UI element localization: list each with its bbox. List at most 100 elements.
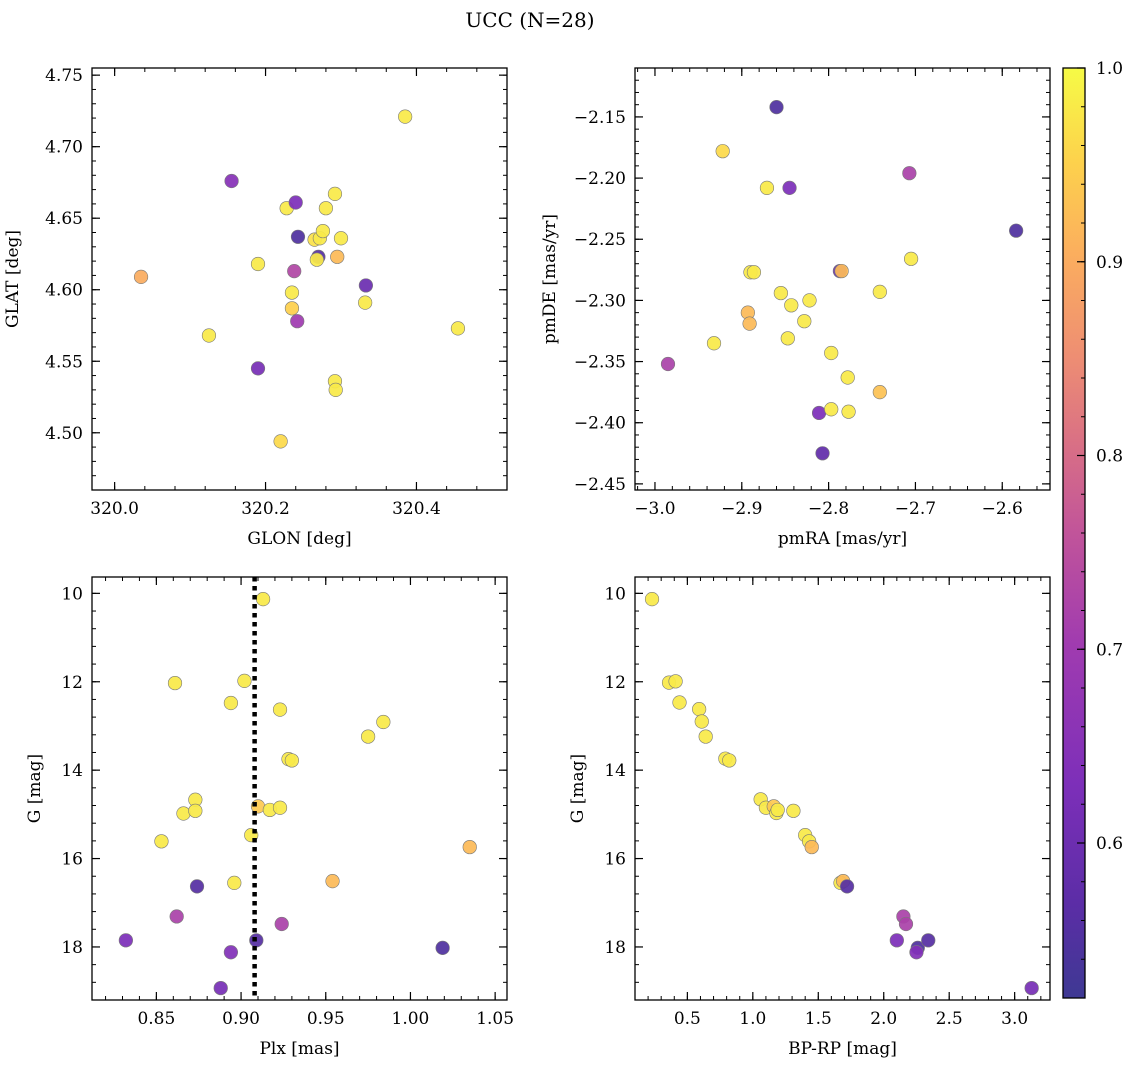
colorbar: 0.6 0.7 0.8 0.9 1.0 <box>1062 59 1123 999</box>
data-point <box>1024 980 1039 996</box>
y-tick-label: 4.60 <box>45 281 83 301</box>
colorbar-tick-label: 1.0 <box>1096 59 1123 79</box>
data-point <box>325 874 340 889</box>
data-point <box>909 945 924 960</box>
axis-ticks <box>92 577 507 1001</box>
data-point <box>189 879 205 894</box>
data-point <box>698 729 713 744</box>
data-point <box>188 803 203 818</box>
x-tick-label: 0.90 <box>222 1009 260 1029</box>
data-point <box>841 404 856 419</box>
x-tick-label: 320.2 <box>241 499 290 519</box>
y-axis-label: G [mag] <box>568 754 588 823</box>
data-point <box>284 285 300 300</box>
x-tick-label: 1.00 <box>392 1009 430 1029</box>
data-point <box>834 263 849 279</box>
data-point <box>224 173 239 189</box>
data-point <box>797 314 812 329</box>
x-tick-label: −3.0 <box>634 499 675 519</box>
x-tick-label: 1.5 <box>805 1009 832 1029</box>
axes-frame <box>91 576 508 1001</box>
y-tick-label: 12 <box>604 673 626 693</box>
data-point <box>804 839 819 855</box>
colorbar-tick-label: 0.7 <box>1096 640 1123 660</box>
data-point <box>742 316 757 331</box>
data-point <box>435 940 450 955</box>
data-point <box>784 298 799 313</box>
data-point <box>660 356 676 372</box>
x-axis-label: GLON [deg] <box>247 529 351 549</box>
data-point <box>398 109 413 124</box>
data-point <box>1009 223 1024 238</box>
y-tick-label: 4.70 <box>45 138 83 158</box>
data-point <box>272 702 288 717</box>
x-tick-label: 320.0 <box>90 499 139 519</box>
x-tick-label: 3.0 <box>1001 1009 1028 1029</box>
y-tick-label: 4.55 <box>45 352 83 372</box>
y-tick-label: 16 <box>61 850 83 870</box>
x-tick-label: 1.0 <box>739 1009 766 1029</box>
data-point <box>318 201 334 216</box>
data-point <box>759 180 775 195</box>
axes-frame <box>634 67 1051 491</box>
x-tick-label: 320.4 <box>392 499 441 519</box>
data-point <box>824 345 839 361</box>
y-tick-label: 4.50 <box>45 424 83 444</box>
y-tick-label: 4.75 <box>45 66 83 86</box>
x-tick-label: −2.7 <box>895 499 936 519</box>
data-point <box>176 806 191 821</box>
data-point <box>213 980 228 996</box>
scatter-panel-pmra-pmde: −3.0 −2.9 −2.8 −2.7 −2.6 −2.45 −2.40 −2.35 −2.30… <box>540 67 1051 549</box>
data-point <box>361 729 376 744</box>
colorbar-tick-label: 0.6 <box>1096 834 1123 854</box>
data-point <box>309 252 324 267</box>
x-tick-label: 1.05 <box>476 1009 514 1029</box>
x-tick-label: −2.6 <box>982 499 1023 519</box>
data-point <box>272 800 288 815</box>
data-point <box>274 916 289 932</box>
y-tick-label: −2.30 <box>574 291 626 311</box>
data-point <box>250 361 266 376</box>
x-tick-label: 2.0 <box>870 1009 897 1029</box>
data-point <box>872 284 887 299</box>
y-axis-label: pmDE [mas/yr] <box>540 214 560 344</box>
data-point <box>169 909 184 924</box>
data-point <box>811 405 827 421</box>
data-point <box>284 753 299 768</box>
data-point <box>315 223 330 239</box>
y-tick-label: 10 <box>61 584 83 604</box>
data-point <box>237 673 252 688</box>
y-tick-label: 10 <box>604 584 626 604</box>
data-point <box>376 714 391 730</box>
x-tick-label: −2.9 <box>721 499 762 519</box>
scatter-panel-plx-g: 0.85 0.90 0.95 1.00 1.05 10 12 14 16 18 Plx [mas] G… <box>25 576 514 1059</box>
y-tick-label: −2.35 <box>574 353 626 373</box>
axis-ticks <box>634 577 1050 1001</box>
data-point <box>327 186 343 201</box>
data-point <box>358 295 373 310</box>
y-axis-label: G [mag] <box>25 754 45 823</box>
data-point <box>903 251 919 266</box>
data-point <box>706 336 722 351</box>
axis-ticks <box>635 67 1050 490</box>
data-point <box>250 256 266 272</box>
data-point <box>273 434 288 449</box>
data-point <box>802 293 817 308</box>
colorbar-tick-label: 0.8 <box>1096 447 1123 467</box>
y-tick-label: −2.15 <box>574 108 626 128</box>
data-point <box>201 328 217 343</box>
x-axis-label: pmRA [mas/yr] <box>778 529 907 549</box>
data-point <box>921 933 936 948</box>
data-point <box>780 331 795 346</box>
y-tick-label: 14 <box>61 761 83 781</box>
data-point <box>450 321 466 336</box>
data-point <box>288 195 303 210</box>
axis-ticks <box>92 68 508 491</box>
colorbar-tick-label: 0.9 <box>1096 253 1123 273</box>
data-point <box>227 875 242 890</box>
data-point <box>462 839 477 855</box>
data-point <box>715 144 730 159</box>
data-point <box>290 229 306 244</box>
data-point <box>133 269 149 284</box>
